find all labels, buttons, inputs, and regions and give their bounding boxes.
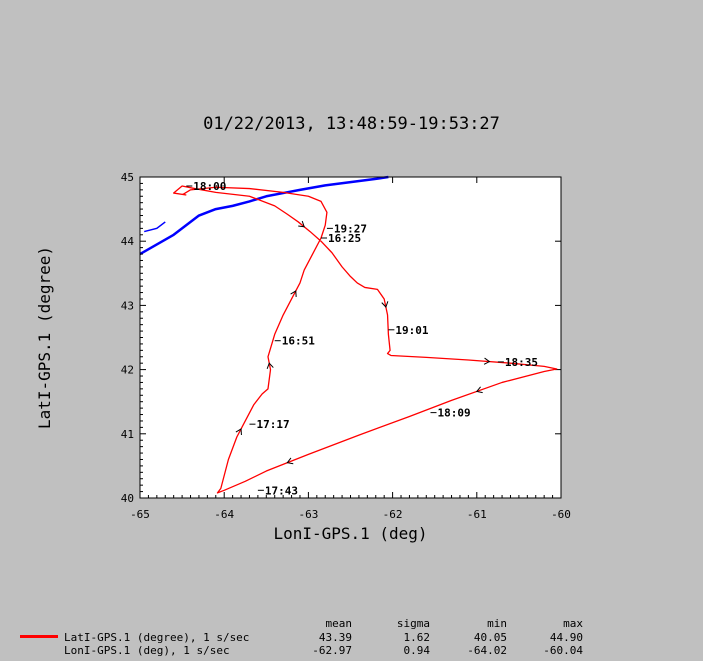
y-tick-label: 40 bbox=[121, 492, 134, 505]
x-tick-label: -60 bbox=[551, 508, 571, 521]
stats-lat-min: 40.05 bbox=[473, 631, 507, 644]
y-tick-label: 44 bbox=[121, 235, 135, 248]
stats-header-max: max bbox=[563, 617, 583, 630]
track-line-series-0 bbox=[173, 185, 558, 494]
stats-lon-sigma: 0.94 bbox=[403, 644, 431, 657]
x-axis-label: LonI-GPS.1 (deg) bbox=[273, 524, 427, 543]
time-label: 16:25 bbox=[328, 232, 361, 245]
direction-arrow bbox=[286, 457, 294, 465]
y-tick-label: 43 bbox=[121, 299, 134, 312]
time-label: 16:51 bbox=[282, 335, 315, 348]
stats-lat-sigma: 1.62 bbox=[403, 631, 431, 644]
stats-lon-max: -60.04 bbox=[543, 644, 583, 657]
legend-label-lon: LonI-GPS.1 (deg), 1 s/sec bbox=[64, 644, 230, 657]
stats-header-sigma: sigma bbox=[396, 617, 430, 630]
direction-arrow bbox=[235, 428, 242, 436]
y-tick-label: 42 bbox=[121, 364, 134, 377]
stats-header-min: min bbox=[487, 617, 507, 630]
x-tick-label: -63 bbox=[298, 508, 318, 521]
legend-label-lat: LatI-GPS.1 (degree), 1 s/sec bbox=[64, 631, 250, 644]
y-tick-label: 45 bbox=[121, 171, 134, 184]
plot-area bbox=[140, 177, 561, 498]
direction-arrow bbox=[290, 290, 297, 297]
x-tick-label: -64 bbox=[214, 508, 234, 521]
direction-arrow bbox=[298, 220, 305, 228]
coastline-island bbox=[144, 221, 166, 233]
stats-lon-min: -64.02 bbox=[467, 644, 507, 657]
coastline-line bbox=[139, 175, 389, 256]
x-tick-label: -65 bbox=[130, 508, 150, 521]
stats-lon-mean: -62.97 bbox=[312, 644, 352, 657]
x-tick-label: -61 bbox=[467, 508, 487, 521]
stats-lat-max: 44.90 bbox=[549, 631, 583, 644]
time-label: 19:27 bbox=[334, 222, 367, 235]
chart-title: 01/22/2013, 13:48:59-19:53:27 bbox=[203, 114, 500, 134]
direction-arrow bbox=[381, 301, 389, 308]
time-label: 18:00 bbox=[193, 180, 226, 193]
time-label: 17:17 bbox=[256, 418, 289, 431]
time-label: 18:35 bbox=[505, 356, 538, 369]
stats-lat-mean: 43.39 bbox=[318, 631, 352, 644]
y-tick-label: 41 bbox=[121, 428, 134, 441]
direction-arrow bbox=[483, 357, 491, 365]
time-label: 17:43 bbox=[265, 484, 298, 497]
direction-arrow bbox=[266, 362, 274, 369]
direction-arrow bbox=[475, 386, 483, 394]
time-label: 18:09 bbox=[437, 407, 470, 420]
stats-header-mean: mean bbox=[325, 617, 353, 630]
x-tick-label: -62 bbox=[383, 508, 403, 521]
time-label: 19:01 bbox=[395, 324, 428, 337]
legend-swatch-lat bbox=[20, 635, 58, 638]
y-axis-label: LatI-GPS.1 (degree) bbox=[35, 246, 54, 429]
